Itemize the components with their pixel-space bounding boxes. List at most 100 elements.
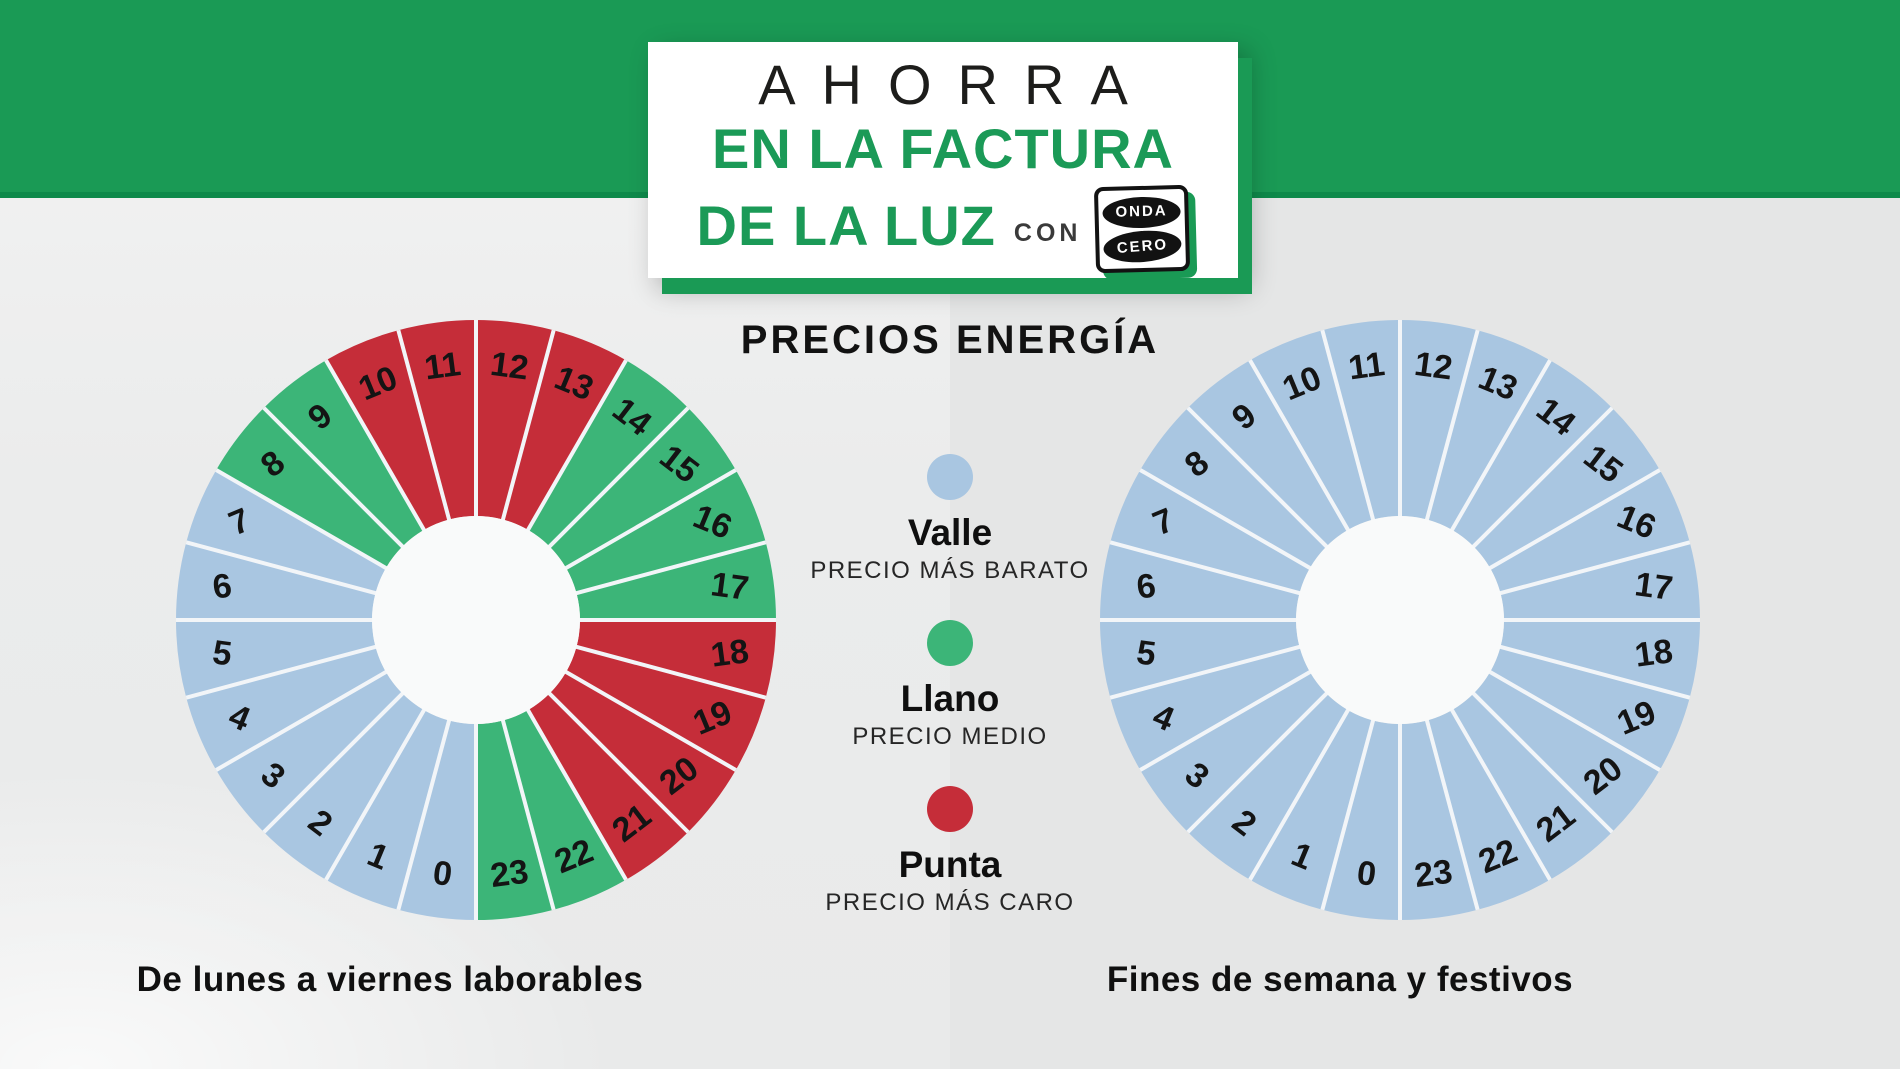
hour-slice-22 [1426,710,1550,910]
hour-slice-14 [528,360,689,547]
hour-slice-14 [1452,360,1613,547]
slice-divider [1109,643,1306,700]
hour-slice-8 [1140,407,1327,568]
hour-slice-2 [263,693,424,880]
hour-slice-20 [549,672,736,833]
hour-slice-23 [476,720,554,920]
donut-hole [372,516,580,724]
hour-label-18: 18 [1633,632,1675,675]
slice-divider [559,468,737,573]
hour-slice-18 [576,620,776,698]
slice-divider [1494,540,1691,597]
hour-label-23: 23 [488,853,530,896]
weekday-chart-caption: De lunes a viernes laborables [136,960,644,999]
slice-divider [396,714,453,911]
hour-slice-22 [502,710,626,910]
hour-slice-1 [1250,710,1374,910]
slice-divider [185,540,382,597]
slice-divider [1248,359,1353,537]
hour-slice-12 [1400,320,1478,520]
hour-label-12: 12 [1412,345,1454,388]
hour-slice-11 [1322,320,1400,520]
hour-slice-18 [1500,620,1700,698]
hour-slice-3 [1140,672,1327,833]
slice-divider [1320,714,1377,911]
legend-item-valle: Valle PRECIO MÁS BARATO [810,454,1089,586]
onda-cero-logo: ONDA CERO [1094,184,1191,274]
slice-divider [1109,540,1306,597]
onda-cero-logo-bottom-oval: CERO [1102,227,1183,265]
hour-slice-15 [549,407,736,568]
hour-slice-9 [263,360,424,547]
hour-label-17: 17 [1633,565,1675,608]
llano-sublabel: PRECIO MEDIO [852,723,1048,750]
hour-slice-11 [398,320,476,520]
slice-divider [185,643,382,700]
llano-label: Llano [900,678,1000,719]
slice-divider [215,468,393,573]
hour-slice-21 [1452,693,1613,880]
hour-slice-19 [1490,646,1690,770]
llano-color-dot [926,620,973,666]
slice-divider [1186,687,1333,834]
hour-slice-16 [1490,470,1690,594]
hour-label-0: 0 [1355,854,1379,894]
hour-slice-7 [186,470,386,594]
page-title: PRECIOS ENERGÍA [740,318,1160,362]
slice-divider [215,667,393,772]
slice-divider [1467,406,1614,553]
slice-divider [523,703,628,881]
hour-slice-10 [326,330,450,530]
title-con: CON [1013,219,1082,247]
hour-slice-5 [176,620,376,698]
hour-slice-3 [216,672,403,833]
legend: Valle PRECIO MÁS BARATO Llano PRECIO MED… [700,454,1200,952]
slice-divider [262,687,409,834]
hour-slice-2 [1187,693,1348,880]
hour-label-12: 12 [488,345,530,388]
hour-label-23: 23 [1412,853,1454,896]
hour-slice-6 [1100,542,1300,620]
hour-slice-13 [502,330,626,530]
hour-slice-8 [216,407,403,568]
slice-divider [523,359,628,537]
hour-slice-1 [326,710,450,910]
hour-slice-4 [186,646,386,770]
slice-divider [570,643,767,700]
slice-divider [1139,667,1317,772]
slice-divider [396,329,453,526]
hour-slice-12 [476,320,554,520]
hour-label-11: 11 [422,345,463,387]
slice-divider [499,329,556,526]
slice-divider [559,667,737,772]
title-line-ahorra: AHORRA [758,53,1154,116]
hour-slice-0 [398,720,476,920]
slice-divider [1447,703,1552,881]
hour-label-18: 18 [709,632,751,675]
valle-label: Valle [907,512,993,553]
slice-divider [1186,406,1333,553]
hour-label-5: 5 [1134,633,1158,673]
slice-divider [262,406,409,553]
slice-divider [1494,643,1691,700]
hour-slice-20 [1473,672,1660,833]
slice-divider [324,703,429,881]
hour-slice-16 [566,470,766,594]
hour-slice-13 [1426,330,1550,530]
hour-slice-9 [1187,360,1348,547]
slice-divider [1139,468,1317,573]
slice-divider [499,714,556,911]
hour-slice-6 [176,542,376,620]
valle-sublabel: PRECIO MÁS BARATO [810,557,1090,584]
punta-label: Punta [898,844,1002,885]
hour-slice-7 [1110,470,1310,594]
slice-divider [1483,468,1661,573]
hour-slice-5 [1100,620,1300,698]
hour-label-17: 17 [709,565,751,608]
hour-label-11: 11 [1346,345,1387,387]
valle-color-dot [926,454,973,500]
punta-sublabel: PRECIO MÁS CARO [825,889,1075,916]
donut-hole [1296,516,1504,724]
